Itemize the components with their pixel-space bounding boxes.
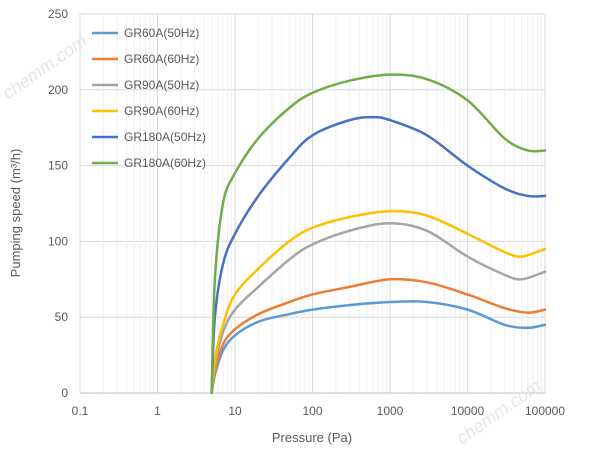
legend-label: GR180A(50Hz) <box>124 130 206 144</box>
x-axis-label: Pressure (Pa) <box>272 430 352 445</box>
y-tick-label: 200 <box>48 83 68 97</box>
series-line-GR90A(50Hz) <box>210 221 547 395</box>
x-tick-label: 100 <box>302 404 322 418</box>
legend: GR60A(50Hz) GR60A(60Hz) GR90A(50Hz) GR90A(6… <box>92 26 206 170</box>
legend-label: GR180A(60Hz) <box>124 156 206 170</box>
series-line-GR180A(50Hz) <box>210 115 547 395</box>
x-tick-label: 100000 <box>525 404 565 418</box>
legend-label: GR90A(50Hz) <box>124 78 199 92</box>
y-tick-label: 50 <box>55 310 69 324</box>
x-tick-label: 1000 <box>377 404 404 418</box>
x-tick-label: 10000 <box>451 404 485 418</box>
tick-labels: 0 50 100 150 200 250 0.1 1 10 100 1000 10000 100000 <box>48 7 565 418</box>
x-tick-label: 10 <box>228 404 242 418</box>
series-line-GR180A(60Hz) <box>210 73 547 395</box>
legend-label: GR60A(60Hz) <box>124 52 199 66</box>
series-line-GR60A(60Hz) <box>210 277 547 395</box>
y-tick-label: 100 <box>48 234 68 248</box>
y-tick-label: 250 <box>48 7 68 21</box>
y-tick-label: 0 <box>61 386 68 400</box>
axis-frame <box>79 14 545 394</box>
series-line-GR90A(60Hz) <box>210 209 547 395</box>
series-layer <box>210 73 547 395</box>
legend-label: GR60A(50Hz) <box>124 26 199 40</box>
legend-label: GR90A(60Hz) <box>124 104 199 118</box>
series-line-GR60A(50Hz) <box>210 300 547 395</box>
x-tick-label: 0.1 <box>72 404 89 418</box>
x-tick-label: 1 <box>154 404 161 418</box>
y-axis-label: Pumping speed (m³/h) <box>8 149 23 278</box>
y-tick-label: 150 <box>48 159 68 173</box>
